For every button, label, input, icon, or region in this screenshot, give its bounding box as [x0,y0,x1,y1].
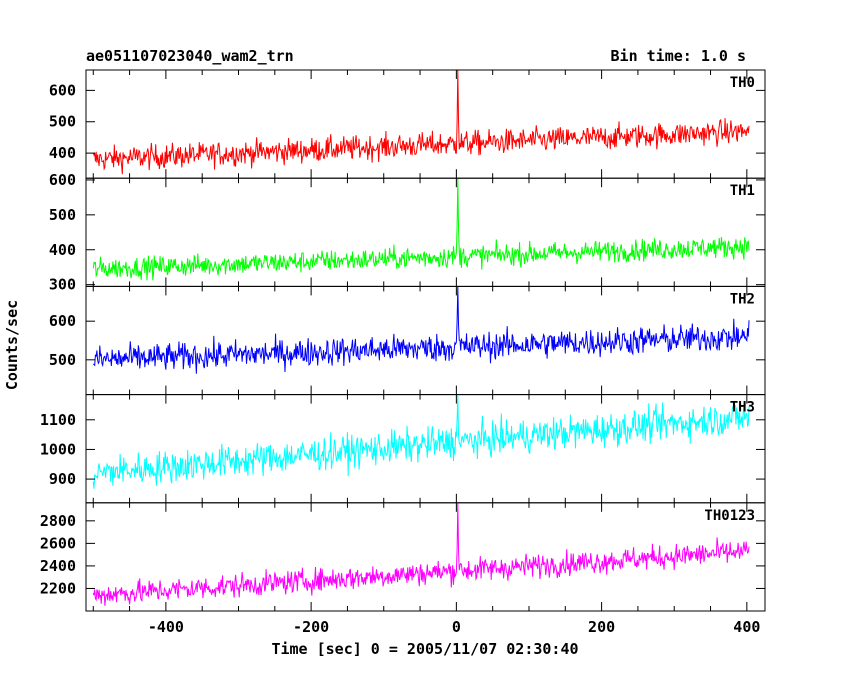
y-tick-label: 600 [49,171,76,189]
y-tick-label: 2400 [40,557,76,575]
y-tick-label: 400 [49,144,76,162]
panel-th1: 300 400 500 600 TH1 [49,171,766,294]
series-line-th0 [92,70,750,175]
panel-label-th2: TH2 [730,291,755,307]
y-tick-label: 300 [49,276,76,294]
panel-label-th0123: TH0123 [704,508,755,524]
panel-label-th0: TH0 [730,75,755,91]
y-tick-label: 600 [49,312,76,330]
panel-label-th1: TH1 [730,183,755,199]
series-line-th3 [92,394,750,489]
x-axis: -400 -200 0 200 400 [148,618,761,636]
panel-th2: 500 600 TH2 [49,285,766,396]
y-tick-label: 900 [49,470,76,488]
series-line-th0123 [92,502,750,606]
series-line-th1 [92,178,750,281]
y-tick-label: 2800 [40,512,76,530]
x-axis-label: Time [sec] 0 = 2005/11/07 02:30:40 [271,640,578,658]
y-axis-label: Counts/sec [3,300,21,390]
chart-title-left: ae051107023040_wam2_trn [86,47,294,65]
x-tick-label: -400 [148,618,184,636]
y-tick-label: 1100 [40,411,76,429]
x-tick-label: -200 [293,618,329,636]
panel-label-th3: TH3 [730,400,755,416]
y-tick-label: 500 [49,206,76,224]
panel-frame [85,502,766,612]
panel-frame [85,177,766,287]
panel-th3: 900 1000 1100 TH3 [40,394,766,504]
y-tick-label: 2600 [40,534,76,552]
y-tick-label: 1000 [40,440,76,458]
panels-group: 400 500 600 TH0 300 400 500 600 TH1 500 600 TH2 900 1… [40,69,766,612]
series-line-th2 [93,286,750,374]
y-tick-label: 500 [49,351,76,369]
chart-title-right: Bin time: 1.0 s [611,47,746,65]
x-tick-label: 200 [588,618,615,636]
y-tick-label: 500 [49,113,76,131]
panel-th0: 400 500 600 TH0 [49,69,766,179]
panel-th0123: 2200 2400 2600 2800 TH0123 [40,502,766,612]
y-tick-label: 400 [49,241,76,259]
y-tick-label: 600 [49,81,76,99]
y-tick-label: 2200 [40,579,76,597]
x-tick-label: 400 [733,618,760,636]
x-tick-label: 0 [452,618,461,636]
